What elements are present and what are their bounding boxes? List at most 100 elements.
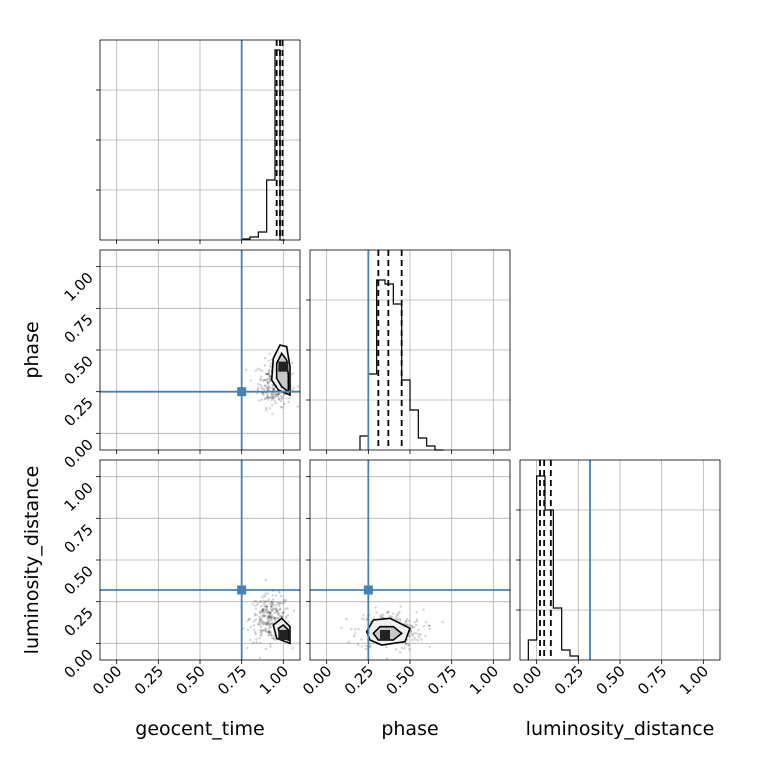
scatter-point [249,379,253,382]
scatter-point [407,634,411,637]
scatter-point [270,393,274,396]
scatter-point [258,656,261,660]
scatter-point [276,617,279,620]
scatter-point [269,615,272,618]
scatter-point [264,578,267,582]
tick-label-x-phase-vs-luminosity-distance: 1.00 [466,662,502,698]
scatter-point [273,634,276,637]
tick-label-x-luminosity-distance: 0.00 [509,662,545,698]
scatter-point [259,619,262,622]
scatter-point [262,602,265,606]
scatter-point [411,634,414,637]
scatter-point [259,628,262,632]
scatter-point [270,602,274,605]
scatter-point [408,647,411,651]
scatter-point [382,613,385,616]
scatter-point [274,594,278,597]
scatter-point [261,611,264,614]
scatter-point [279,394,283,398]
scatter-point [283,402,286,406]
scatter-point [257,386,260,390]
scatter-point [263,364,267,367]
scatter-point [413,626,416,629]
tick-label-x-luminosity-distance: 0.25 [551,662,587,698]
scatter-point [262,599,266,602]
scatter-point [263,388,266,391]
scatter-point [265,608,268,611]
tick-label-x-geocent-time-vs-luminosity-distance: 0.50 [172,662,208,698]
scatter-point [280,602,283,605]
scatter-point [415,610,418,614]
scatter-point [251,602,254,605]
scatter-point [272,607,275,610]
scatter-point [405,620,408,623]
scatter-point [263,378,267,382]
scatter-point [396,618,400,621]
scatter-point [267,629,271,632]
scatter-point [268,613,272,616]
scatter-point [276,392,280,396]
xlabel-luminosity-distance: luminosity_distance [526,718,715,740]
scatter-point [279,594,283,598]
scatter-point [267,359,270,362]
scatter-point [270,398,273,402]
scatter-point [413,621,416,624]
scatter-point [267,615,271,619]
scatter-point [403,622,407,625]
scatter-point [273,604,276,607]
scatter-point [267,382,270,386]
panel-frame-geocent-time-vs-phase [99,249,301,451]
scatter-point [400,646,404,650]
scatter-point [266,611,269,614]
panel-frame-phase-vs-luminosity-distance [309,459,511,661]
scatter-point [270,605,273,608]
scatter-point [277,393,280,396]
scatter-point [259,599,262,603]
scatter-point [392,612,395,615]
scatter-point [268,602,272,606]
scatter-point [422,625,426,628]
scatter-point [422,608,425,611]
scatter-point [270,403,274,407]
scatter-point [275,616,278,620]
scatter-point [278,615,282,618]
scatter-point [273,637,276,640]
scatter-point [258,619,262,622]
scatter-point [264,610,267,613]
scatter-point [406,643,410,646]
scatter-point [278,601,282,605]
scatter-point [257,399,261,402]
scatter-point [264,627,268,630]
scatter-point [417,633,421,636]
scatter-point [280,614,283,618]
scatter-point [258,615,261,618]
scatter-point [264,592,267,595]
scatter-point [274,618,277,622]
scatter-point [268,377,272,380]
scatter-point [267,385,270,388]
scatter-point [364,647,368,651]
scatter-point [267,621,270,624]
scatter-point [267,368,271,372]
scatter-point [271,384,275,387]
scatter-point [253,614,257,617]
scatter-point [268,633,271,636]
scatter-point [265,622,268,625]
scatter-point [280,615,283,618]
scatter-point [278,602,281,605]
scatter-point [441,620,444,624]
labels-layer: geocent_time phase luminosity_distance p… [21,321,714,740]
tick-label-x-luminosity-distance: 1.00 [676,662,712,698]
scatter-point [279,607,282,610]
scatter-point [385,657,389,660]
scatter-point [388,615,391,618]
scatter-point [261,596,264,599]
scatter-point [267,623,271,626]
scatter-point [266,592,269,595]
tick-label-y-geocent-time-vs-phase: 0.50 [60,352,96,388]
scatter-point [287,621,290,624]
scatter-point [291,388,294,392]
scatter-point [365,644,368,648]
scatter-point [268,352,271,356]
scatter-point [264,630,267,633]
